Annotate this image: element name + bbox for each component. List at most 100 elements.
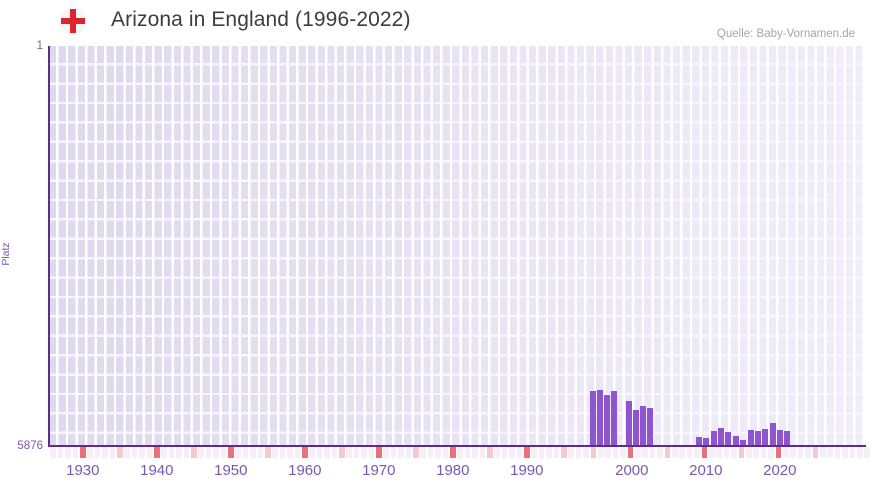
x-axis-decade-marker <box>80 447 86 458</box>
x-axis-minor-marker <box>546 447 552 458</box>
bar-2019[interactable] <box>770 423 776 446</box>
x-axis-minor-marker <box>657 447 663 458</box>
x-axis-minor-marker <box>738 447 745 458</box>
x-tick-label-1950: 1950 <box>214 462 248 479</box>
y-axis-bottom-label: 5876 <box>17 440 43 452</box>
bar-2018[interactable] <box>762 429 768 446</box>
x-axis-minor-marker <box>72 447 79 458</box>
x-axis-minor-marker <box>139 447 145 458</box>
x-axis-tick-labels: 1930 1940 1950 1960 1970 1980 1990 2000 2010 2020 <box>49 462 865 486</box>
x-axis-minor-marker <box>183 447 190 458</box>
x-axis-minor-marker <box>583 447 589 458</box>
x-axis-minor-marker <box>294 447 301 458</box>
x-axis-minor-marker <box>331 447 338 458</box>
x-axis-minor-marker <box>198 447 204 458</box>
x-axis-minor-marker <box>87 447 93 458</box>
bar-2002[interactable] <box>640 406 646 446</box>
x-axis-decade-marker <box>228 447 234 458</box>
x-axis-decade-marker <box>524 447 530 458</box>
x-axis-minor-marker <box>146 447 153 458</box>
x-axis-decade-marker <box>302 447 308 458</box>
x-axis-minor-marker <box>723 447 730 458</box>
x-axis-minor-marker <box>353 447 360 458</box>
x-axis-minor-marker <box>324 447 330 458</box>
x-axis-minor-marker <box>768 447 774 458</box>
x-axis-minor-marker <box>783 447 789 458</box>
x-axis-minor-marker <box>820 447 826 458</box>
x-axis-minor-marker <box>368 447 375 458</box>
x-axis-minor-marker <box>398 447 404 458</box>
x-axis-minor-marker <box>664 447 671 458</box>
bar-2010[interactable] <box>703 438 709 446</box>
x-axis-minor-marker <box>161 447 167 458</box>
x-axis-minor-marker <box>339 447 345 458</box>
x-axis-decade-marker <box>376 447 382 458</box>
bar-2013[interactable] <box>725 432 731 446</box>
flag-cross-horizontal <box>61 18 85 24</box>
x-axis-minor-marker <box>65 447 71 458</box>
x-axis-minor-marker <box>131 447 138 458</box>
x-axis-minor-marker <box>827 447 833 458</box>
x-axis-minor-marker <box>102 447 108 458</box>
bar-2001[interactable] <box>633 410 639 446</box>
x-axis-line <box>49 445 866 447</box>
x-axis-minor-marker <box>501 447 508 458</box>
x-axis-minor-marker <box>494 447 500 458</box>
x-axis-minor-marker <box>575 447 582 458</box>
bar-2020[interactable] <box>777 430 783 446</box>
bar-2011[interactable] <box>711 431 717 446</box>
x-axis-minor-marker <box>760 447 767 458</box>
x-axis-minor-marker <box>590 447 597 458</box>
bar-1997[interactable] <box>597 390 603 446</box>
bar-2016[interactable] <box>748 430 754 446</box>
bar-2014[interactable] <box>733 436 739 446</box>
x-axis-minor-marker <box>413 447 419 458</box>
x-axis-minor-marker <box>568 447 574 458</box>
x-axis-minor-marker <box>109 447 116 458</box>
x-axis-minor-marker <box>487 447 493 458</box>
x-axis-minor-marker <box>168 447 175 458</box>
bar-2009[interactable] <box>696 437 702 446</box>
x-axis-minor-marker <box>464 447 471 458</box>
bar-2000[interactable] <box>626 401 632 446</box>
x-axis-minor-marker <box>834 447 841 458</box>
x-axis-minor-marker <box>642 447 648 458</box>
x-axis-minor-marker <box>649 447 656 458</box>
x-axis-minor-marker <box>635 447 641 458</box>
x-axis-minor-marker <box>553 447 560 458</box>
bar-1998[interactable] <box>604 395 610 446</box>
x-axis-minor-marker <box>694 447 700 458</box>
x-axis-minor-marker <box>561 447 567 458</box>
x-tick-label-1930: 1930 <box>66 462 100 479</box>
x-axis-minor-marker <box>857 447 863 458</box>
bar-2017[interactable] <box>755 431 761 446</box>
x-tick-label-2010: 2010 <box>689 462 723 479</box>
bar-2012[interactable] <box>718 428 724 446</box>
bar-2021[interactable] <box>784 431 790 446</box>
x-axis-minor-marker <box>361 447 367 458</box>
bar-2015[interactable] <box>740 440 746 446</box>
x-tick-label-1960: 1960 <box>288 462 322 479</box>
x-axis-minor-marker <box>716 447 722 458</box>
x-axis-minor-marker <box>731 447 737 458</box>
x-axis-minor-marker <box>812 447 819 458</box>
x-axis-minor-marker <box>57 447 64 458</box>
x-axis-minor-marker <box>124 447 130 458</box>
bar-2003[interactable] <box>647 408 653 446</box>
x-axis-minor-marker <box>250 447 256 458</box>
x-axis-minor-marker <box>864 447 870 458</box>
x-axis-minor-marker <box>849 447 856 458</box>
x-axis-minor-marker <box>405 447 412 458</box>
x-tick-label-1940: 1940 <box>140 462 174 479</box>
x-axis-decade-marker <box>154 447 160 458</box>
y-axis-top-label: 1 <box>36 40 43 52</box>
x-axis-minor-marker <box>442 447 449 458</box>
bar-1996[interactable] <box>590 391 596 446</box>
x-axis-minor-marker <box>427 447 434 458</box>
x-axis-minor-marker <box>538 447 545 458</box>
x-axis-minor-marker <box>620 447 626 458</box>
x-tick-label-1990: 1990 <box>510 462 544 479</box>
chart-source-label: Quelle: Baby-Vornamen.de <box>716 28 855 40</box>
bar-1999[interactable] <box>611 391 617 446</box>
x-axis-minor-marker <box>805 447 811 458</box>
